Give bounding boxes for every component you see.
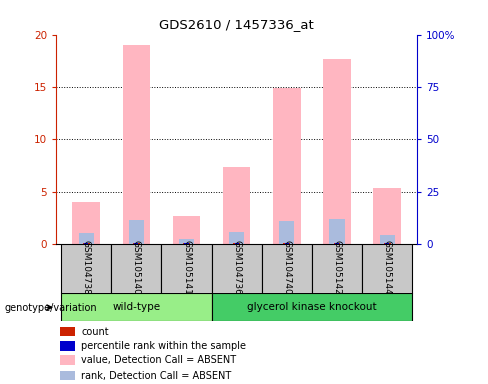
- Bar: [285, 243, 289, 244]
- Bar: [373, 189, 401, 244]
- Text: GSM105140: GSM105140: [132, 240, 141, 295]
- Bar: [262, 244, 312, 294]
- Bar: [312, 244, 362, 294]
- Bar: [61, 293, 212, 321]
- Bar: [335, 243, 339, 244]
- Bar: [273, 88, 301, 244]
- Text: GSM105142: GSM105142: [332, 240, 342, 295]
- Bar: [212, 293, 412, 321]
- Bar: [133, 243, 140, 244]
- Bar: [229, 232, 244, 244]
- Bar: [61, 327, 75, 336]
- Bar: [173, 215, 200, 244]
- Bar: [233, 243, 240, 244]
- Bar: [61, 371, 75, 381]
- Bar: [61, 244, 111, 294]
- Bar: [362, 244, 412, 294]
- Title: GDS2610 / 1457336_at: GDS2610 / 1457336_at: [159, 18, 314, 31]
- Text: value, Detection Call = ABSENT: value, Detection Call = ABSENT: [81, 355, 236, 365]
- Bar: [329, 219, 345, 244]
- Bar: [279, 221, 294, 244]
- Bar: [380, 235, 395, 244]
- Bar: [79, 233, 94, 244]
- Bar: [385, 243, 389, 244]
- Text: percentile rank within the sample: percentile rank within the sample: [81, 341, 246, 351]
- Bar: [284, 243, 290, 244]
- Text: GSM104736: GSM104736: [232, 240, 241, 295]
- Bar: [61, 356, 75, 365]
- Bar: [184, 243, 188, 244]
- Bar: [223, 167, 250, 244]
- Bar: [323, 59, 351, 244]
- Bar: [111, 244, 162, 294]
- Bar: [179, 238, 194, 244]
- Bar: [333, 243, 341, 244]
- Bar: [212, 244, 262, 294]
- Bar: [183, 243, 190, 244]
- Text: GSM104738: GSM104738: [81, 240, 91, 295]
- Bar: [162, 244, 212, 294]
- Text: glycerol kinase knockout: glycerol kinase knockout: [247, 302, 377, 312]
- Bar: [83, 243, 90, 244]
- Text: GSM105141: GSM105141: [182, 240, 191, 295]
- Text: count: count: [81, 327, 109, 337]
- Bar: [72, 202, 100, 244]
- Text: GSM104740: GSM104740: [283, 240, 291, 295]
- Text: GSM105144: GSM105144: [383, 240, 392, 295]
- Bar: [384, 243, 390, 244]
- Bar: [84, 243, 88, 244]
- Bar: [122, 45, 150, 244]
- Bar: [134, 243, 139, 244]
- Text: genotype/variation: genotype/variation: [5, 303, 98, 313]
- Text: rank, Detection Call = ABSENT: rank, Detection Call = ABSENT: [81, 371, 231, 381]
- Bar: [129, 220, 144, 244]
- Text: wild-type: wild-type: [112, 302, 161, 312]
- Bar: [235, 243, 239, 244]
- Bar: [61, 341, 75, 351]
